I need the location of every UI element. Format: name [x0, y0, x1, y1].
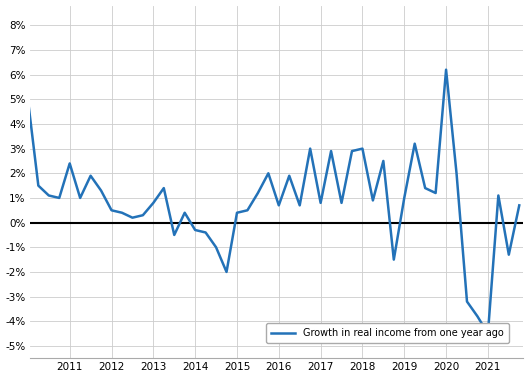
Growth in real income from one year ago — [203, 230, 209, 235]
Growth in real income from one year ago — [150, 201, 157, 205]
Growth in real income from one year ago — [359, 146, 366, 151]
Growth in real income from one year ago — [171, 233, 177, 237]
Growth in real income from one year ago — [45, 193, 52, 198]
Growth in real income from one year ago — [56, 196, 62, 200]
Growth in real income from one year ago — [108, 208, 115, 212]
Growth in real income from one year ago — [380, 159, 387, 163]
Growth in real income from one year ago — [265, 171, 271, 175]
Growth in real income from one year ago — [161, 186, 167, 191]
Growth in real income from one year ago — [192, 228, 198, 232]
Growth in real income from one year ago — [328, 149, 334, 153]
Growth in real income from one year ago — [349, 149, 355, 153]
Growth in real income from one year ago — [495, 193, 501, 198]
Growth in real income from one year ago — [339, 201, 345, 205]
Growth in real income from one year ago — [307, 146, 313, 151]
Growth in real income from one year ago — [77, 196, 84, 200]
Growth in real income from one year ago — [25, 97, 31, 102]
Growth in real income from one year ago — [485, 332, 491, 336]
Growth in real income from one year ago — [67, 161, 73, 166]
Growth in real income from one year ago — [370, 198, 376, 203]
Line: Growth in real income from one year ago: Growth in real income from one year ago — [28, 70, 519, 334]
Growth in real income from one year ago — [516, 203, 523, 208]
Growth in real income from one year ago — [286, 174, 293, 178]
Growth in real income from one year ago — [464, 299, 470, 304]
Growth in real income from one year ago — [35, 183, 41, 188]
Growth in real income from one year ago — [129, 215, 135, 220]
Growth in real income from one year ago — [223, 270, 230, 274]
Growth in real income from one year ago — [432, 191, 439, 195]
Growth in real income from one year ago — [390, 257, 397, 262]
Growth in real income from one year ago — [453, 171, 460, 175]
Growth in real income from one year ago — [276, 203, 282, 208]
Growth in real income from one year ago — [297, 203, 303, 208]
Growth in real income from one year ago — [119, 211, 125, 215]
Growth in real income from one year ago — [412, 141, 418, 146]
Growth in real income from one year ago — [443, 67, 449, 72]
Growth in real income from one year ago — [140, 213, 146, 217]
Growth in real income from one year ago — [317, 201, 324, 205]
Growth in real income from one year ago — [98, 188, 104, 193]
Legend: Growth in real income from one year ago: Growth in real income from one year ago — [266, 323, 509, 343]
Growth in real income from one year ago — [244, 208, 251, 212]
Growth in real income from one year ago — [401, 196, 407, 200]
Growth in real income from one year ago — [506, 253, 512, 257]
Growth in real income from one year ago — [213, 245, 219, 249]
Growth in real income from one year ago — [475, 314, 481, 319]
Growth in real income from one year ago — [181, 211, 188, 215]
Growth in real income from one year ago — [422, 186, 428, 191]
Growth in real income from one year ago — [255, 191, 261, 195]
Growth in real income from one year ago — [87, 174, 94, 178]
Growth in real income from one year ago — [234, 211, 240, 215]
